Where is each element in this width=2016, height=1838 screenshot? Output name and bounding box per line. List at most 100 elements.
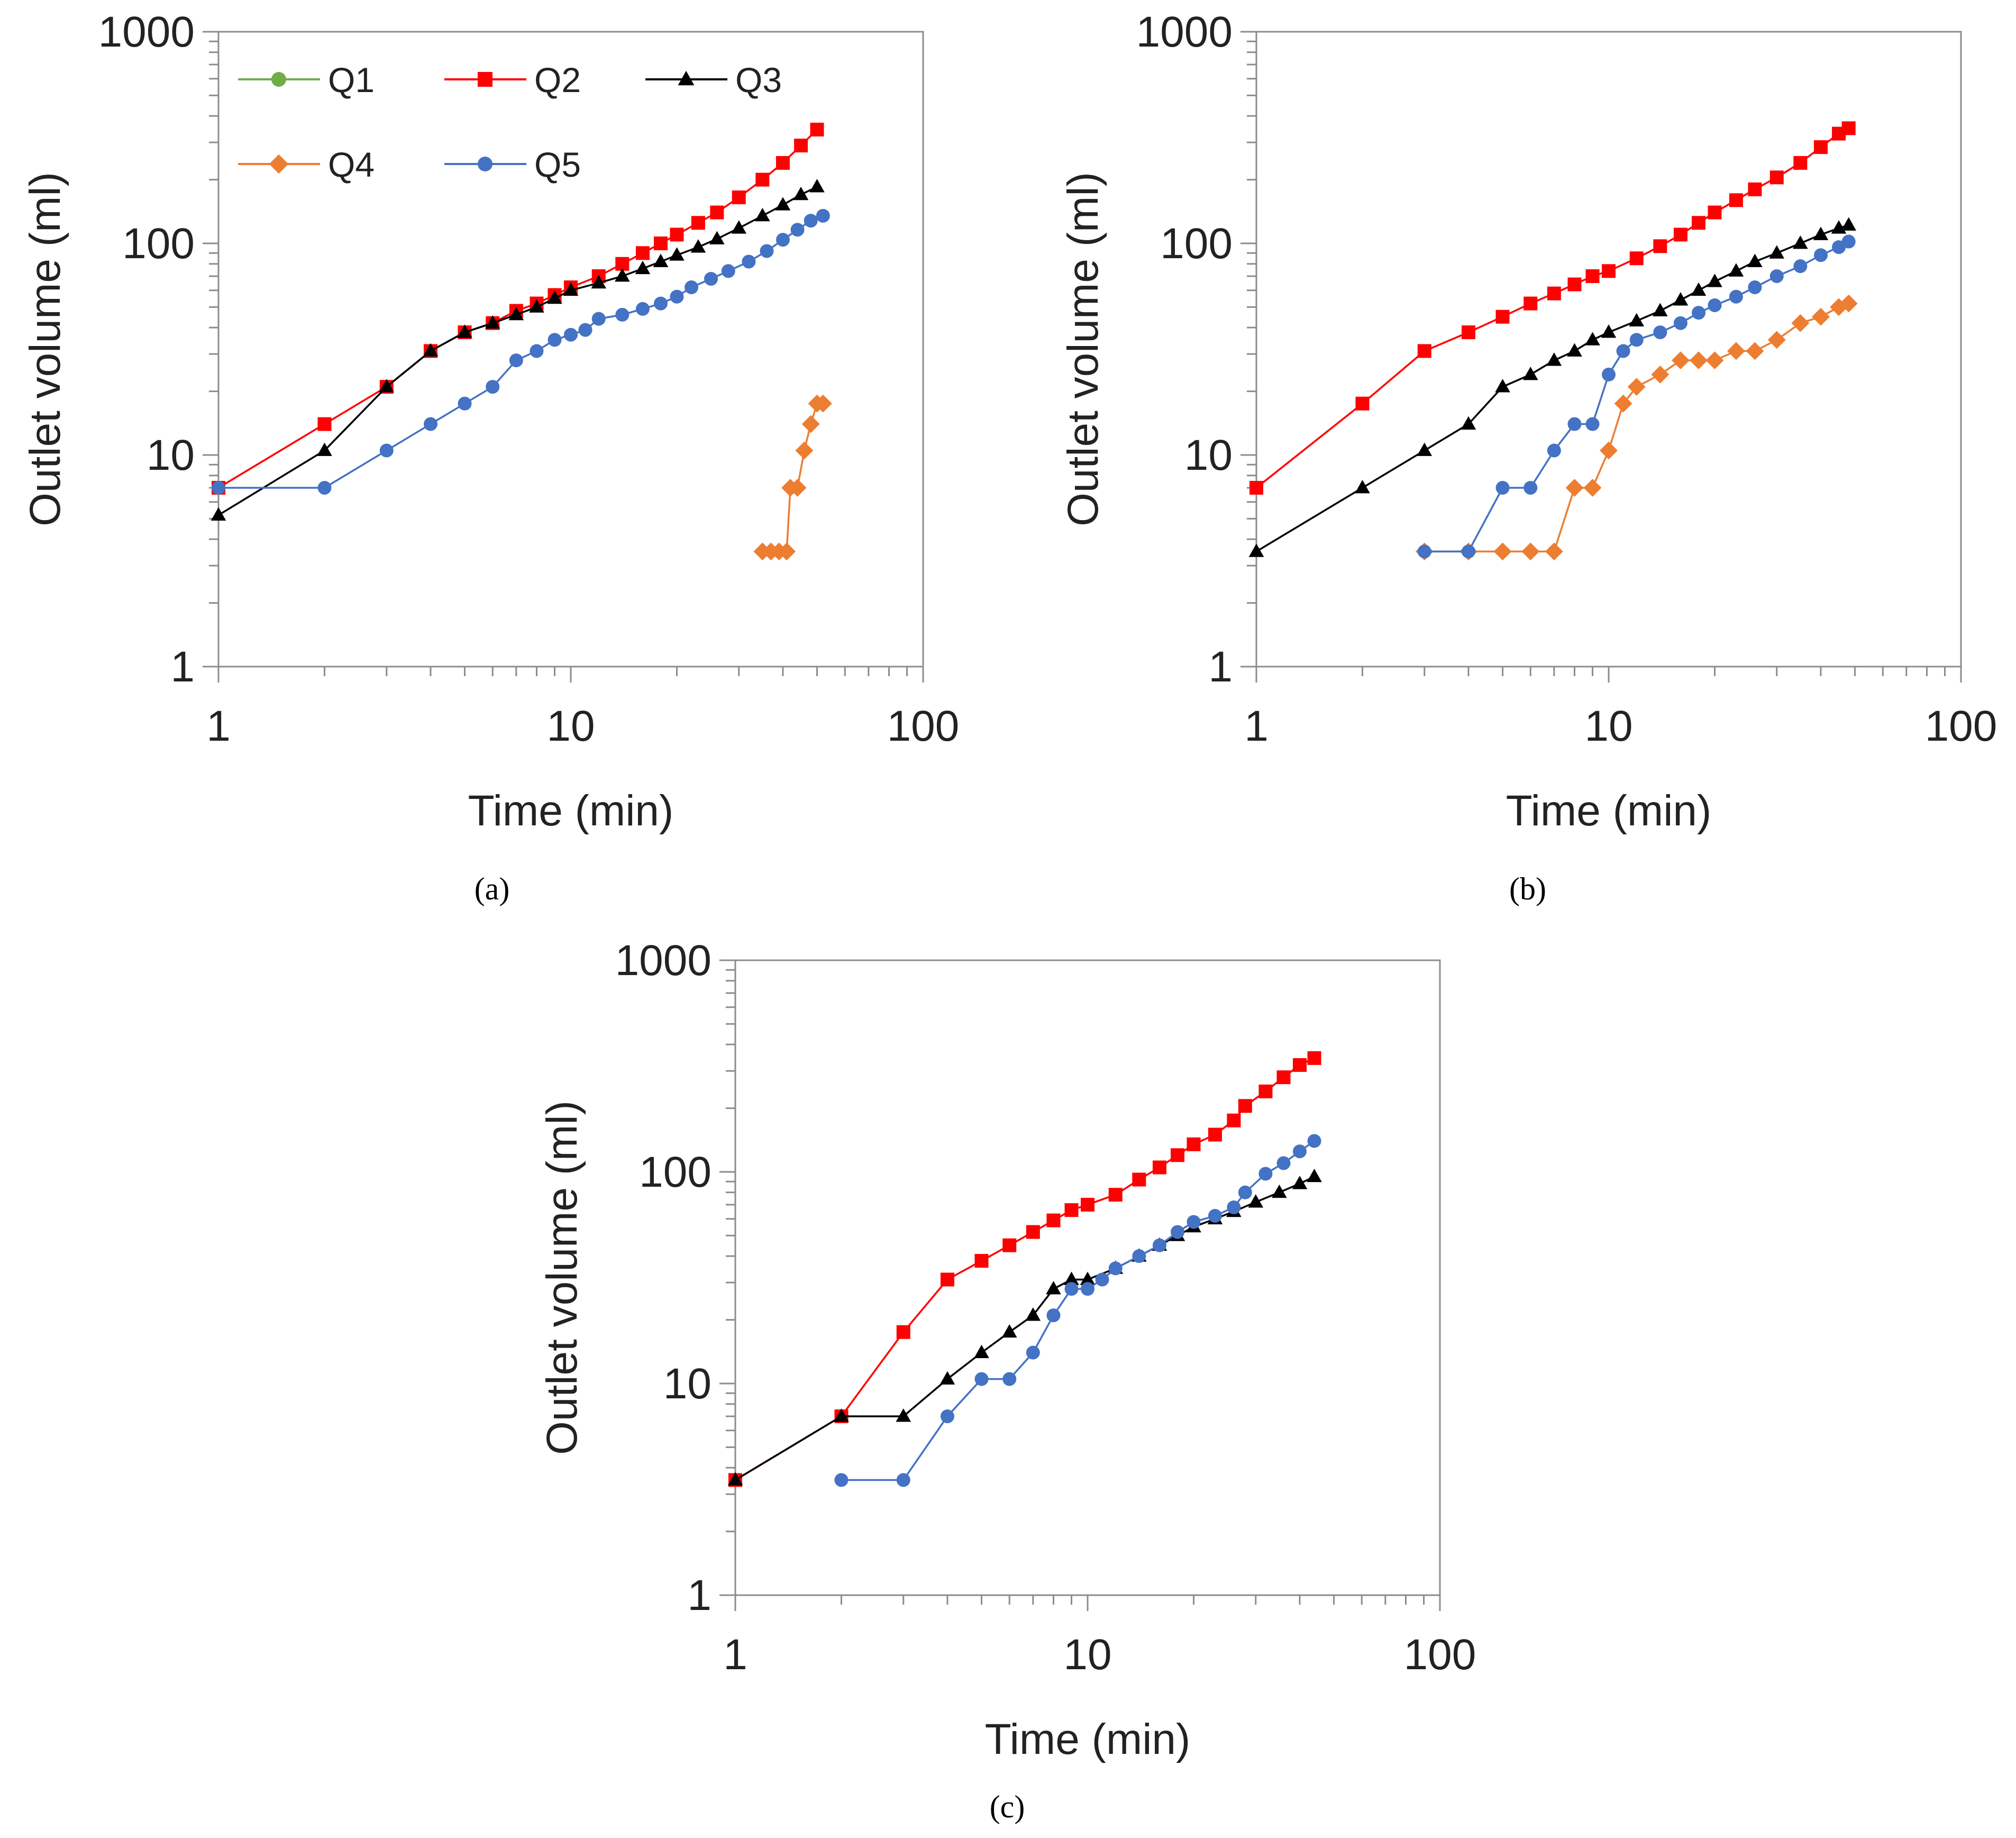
data-point-q3 [591, 275, 607, 289]
data-point-q2 [1187, 1137, 1201, 1151]
data-point-q5 [635, 302, 650, 316]
data-point-q3 [1673, 292, 1689, 306]
x-tick-label: 1 [723, 1631, 747, 1679]
y-tick-label: 10 [663, 1360, 711, 1408]
data-point-q3 [1064, 1271, 1079, 1285]
data-point-q3 [1728, 263, 1744, 277]
data-point-q5 [486, 380, 500, 394]
x-tick-label: 100 [1925, 702, 1997, 750]
data-point-q5 [1417, 544, 1431, 559]
data-point-q3 [974, 1344, 989, 1358]
legend-marker-q5 [478, 157, 492, 171]
data-point-q3 [669, 247, 685, 261]
data-point-q2 [794, 139, 808, 153]
data-point-q4 [1493, 542, 1512, 561]
data-point-q2 [1841, 121, 1856, 135]
data-point-q3 [755, 207, 770, 222]
data-point-q3 [1585, 332, 1600, 345]
data-point-q5 [1495, 480, 1510, 495]
x-axis-title: Time (min) [468, 787, 674, 835]
data-point-q3 [1546, 352, 1562, 366]
data-point-q5 [379, 443, 394, 458]
data-point-q2 [1355, 396, 1370, 411]
data-point-q3 [1813, 226, 1829, 240]
x-tick-label: 100 [887, 702, 960, 750]
data-point-q2 [940, 1272, 954, 1287]
data-point-q2 [1002, 1238, 1017, 1252]
data-point-q5 [940, 1409, 954, 1423]
y-tick-label: 1000 [1136, 8, 1233, 56]
data-point-q4 [1791, 314, 1810, 332]
data-point-q2 [1307, 1051, 1321, 1065]
data-point-q5 [1171, 1225, 1185, 1239]
data-point-q5 [974, 1372, 989, 1386]
data-point-q5 [654, 296, 668, 311]
data-point-q4 [1672, 351, 1690, 370]
data-point-q3 [1567, 343, 1582, 357]
data-point-q5 [760, 244, 774, 258]
data-point-q2 [1292, 1058, 1307, 1072]
series-line-q5 [841, 1140, 1315, 1481]
data-point-q2 [1108, 1188, 1123, 1202]
data-point-q5 [816, 208, 830, 223]
data-point-q2 [1673, 228, 1687, 242]
data-point-q5 [704, 271, 718, 286]
data-point-q2 [1769, 170, 1784, 185]
data-point-q5 [1729, 289, 1743, 304]
data-point-q3 [731, 220, 747, 234]
data-point-q3 [1461, 416, 1476, 430]
data-point-q2 [1793, 156, 1808, 170]
data-point-q4 [1521, 542, 1540, 561]
x-tick-label: 10 [546, 702, 595, 750]
data-point-q5 [1653, 325, 1667, 340]
data-point-q5 [1026, 1345, 1040, 1360]
data-point-q3 [379, 379, 395, 393]
data-point-q2 [1152, 1160, 1166, 1175]
data-point-q5 [1461, 544, 1475, 559]
data-point-q2 [1653, 239, 1667, 253]
data-point-q4 [1627, 378, 1646, 396]
data-point-q4 [801, 415, 820, 433]
data-point-q5 [1152, 1238, 1166, 1252]
data-point-q3 [1248, 543, 1264, 557]
y-tick-label: 1 [1208, 643, 1233, 691]
data-point-q3 [690, 239, 706, 253]
data-point-q5 [1187, 1215, 1201, 1229]
data-point-q4 [1545, 542, 1563, 561]
y-tick-label: 10 [147, 431, 195, 479]
data-point-q3 [1653, 303, 1668, 316]
data-point-q5 [1095, 1272, 1109, 1287]
data-point-q5 [548, 333, 562, 347]
data-point-q2 [1629, 251, 1644, 266]
data-point-q2 [810, 122, 824, 137]
data-point-q4 [795, 441, 814, 460]
y-axis-title: Outlet volume (ml) [21, 172, 69, 526]
data-point-q2 [974, 1254, 989, 1268]
data-point-q2 [1692, 216, 1706, 230]
y-tick-label: 1000 [98, 8, 195, 56]
data-point-q5 [1748, 280, 1762, 295]
legend-marker-q2 [478, 72, 492, 87]
data-point-q5 [458, 396, 472, 411]
data-point-q2 [1461, 325, 1475, 340]
data-point-q2 [1171, 1148, 1185, 1162]
legend-label-q2: Q2 [534, 60, 581, 99]
data-point-q2 [1276, 1070, 1291, 1085]
data-point-q2 [1227, 1113, 1241, 1127]
y-tick-label: 1 [687, 1571, 711, 1619]
data-point-q2 [1081, 1197, 1094, 1212]
y-tick-label: 100 [1160, 220, 1233, 268]
series-line-q5 [218, 215, 824, 489]
data-point-q3 [635, 260, 651, 275]
data-point-q4 [1651, 366, 1670, 384]
panel-a: 1 10 100 1 10 100 1000 Time (min) Outlet volume … [21, 8, 959, 906]
data-point-q3 [615, 268, 630, 282]
data-point-q3 [547, 290, 562, 304]
data-point-q3 [1522, 366, 1538, 380]
data-point-q5 [509, 353, 523, 368]
data-point-q3 [727, 1472, 743, 1486]
data-point-q2 [1813, 140, 1828, 154]
data-point-q3 [563, 282, 579, 296]
data-point-q3 [1417, 442, 1433, 456]
legend-label-q4: Q4 [328, 145, 375, 184]
